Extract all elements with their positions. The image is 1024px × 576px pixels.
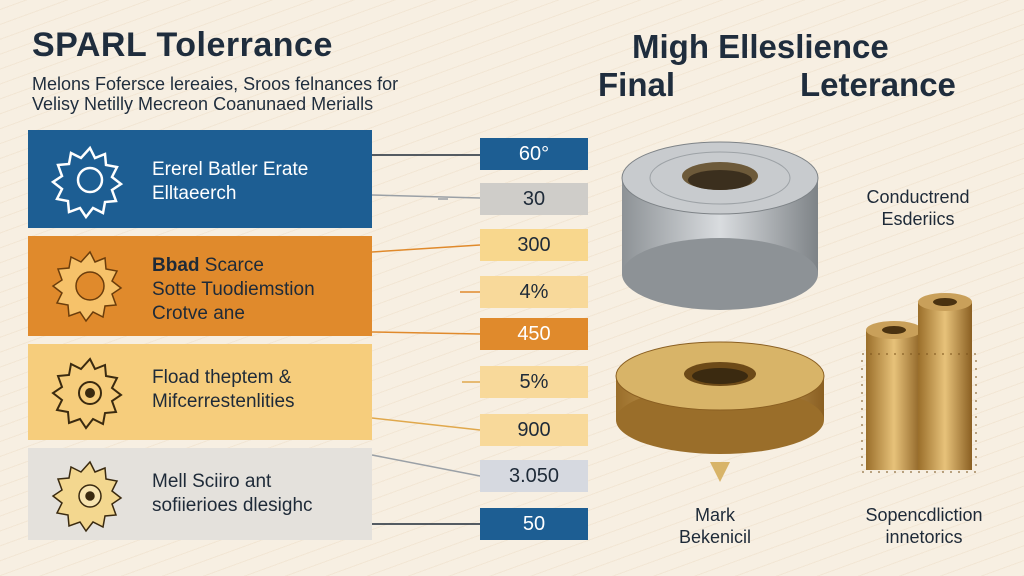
label-super-line-1: Sopencdliction bbox=[865, 505, 983, 525]
right-title-line-1: Migh Elleslience bbox=[632, 28, 889, 65]
label-super-line-2: innetorics bbox=[885, 527, 963, 547]
category-1-line-1: Ererel Batler Erate bbox=[152, 159, 309, 180]
label-conductive-line-2: Esderiics bbox=[881, 209, 955, 229]
connector-7 bbox=[371, 417, 481, 431]
category-3-line-2: Mifcerrestenlities bbox=[152, 391, 295, 412]
right-title-leterance: Leterance bbox=[800, 66, 956, 103]
page-title: SPARL Tolerrance bbox=[32, 26, 333, 64]
gear-icon bbox=[51, 250, 123, 323]
subtitle-line-2: Velisy Netilly Mecreon Coanunaed Meriall… bbox=[32, 94, 374, 114]
label-mark: Mark Bekenicil bbox=[660, 504, 770, 548]
label-super: Sopencdliction innetorics bbox=[834, 504, 1014, 548]
value-box-6: 5% bbox=[480, 366, 588, 398]
label-mark-line-2: Bekenicil bbox=[678, 527, 752, 547]
category-2-bold-prefix: Bbad bbox=[152, 255, 200, 276]
value-box-4: 4% bbox=[480, 276, 588, 308]
connector-3 bbox=[371, 244, 481, 253]
category-2-line-2: Sotte Tuodiemstion bbox=[152, 279, 315, 300]
category-band-4: Mell Sciiro ant sofiierioes dlesighc bbox=[28, 448, 372, 540]
subtitle-line-1: Melons Fofersce lereaies, Sroos felnance… bbox=[32, 74, 399, 94]
category-3-text: Fload theptem & Mifcerrestenlities bbox=[152, 366, 295, 414]
connectors-group bbox=[360, 154, 481, 525]
label-conductive: Conductrend Esderiics bbox=[838, 186, 998, 230]
category-band-2: Bbad Scarce Sotte Tuodiemstion Crotve an… bbox=[28, 236, 372, 336]
gear-icon bbox=[51, 460, 123, 533]
gear-icon bbox=[50, 145, 124, 220]
connector-5 bbox=[371, 331, 481, 335]
value-box-5: 450 bbox=[480, 318, 588, 350]
category-4-text: Mell Sciiro ant sofiierioes dlesighc bbox=[152, 470, 313, 518]
value-box-9: 50 bbox=[480, 508, 588, 540]
category-2-text: Bbad Scarce Sotte Tuodiemstion Crotve an… bbox=[152, 254, 315, 326]
category-3-line-1: Fload theptem & bbox=[152, 367, 292, 388]
category-2-first-rest: Scarce bbox=[199, 255, 264, 276]
category-4-line-1: Mell Sciiro ant bbox=[152, 471, 272, 492]
category-2-line-1: Bbad Scarce bbox=[152, 254, 315, 278]
copper-stacks bbox=[861, 293, 977, 473]
category-1-line-2: Elltaeerch bbox=[152, 183, 237, 204]
brass-washer bbox=[615, 341, 825, 454]
label-conductive-line-1: Conductrend bbox=[866, 187, 970, 207]
components-illustration bbox=[615, 141, 977, 482]
value-box-8: 3.050 bbox=[480, 460, 588, 492]
steel-ring bbox=[621, 141, 819, 310]
pointer-marker bbox=[710, 462, 730, 482]
category-band-3: Fload theptem & Mifcerrestenlities bbox=[28, 344, 372, 440]
value-box-7: 900 bbox=[480, 414, 588, 446]
right-title-final: Final bbox=[598, 66, 676, 103]
value-box-1: 60° bbox=[480, 138, 588, 170]
category-1-text: Ererel Batler Erate Elltaeerch bbox=[152, 158, 308, 206]
gear-icon bbox=[51, 357, 123, 430]
value-box-2: 30 bbox=[480, 183, 588, 215]
category-band-1: Ererel Batler Erate Elltaeerch bbox=[28, 130, 372, 228]
connector-2 bbox=[371, 194, 481, 199]
label-mark-line-1: Mark bbox=[695, 505, 735, 525]
category-4-line-2: sofiierioes dlesighc bbox=[152, 495, 313, 516]
connector-8 bbox=[371, 454, 481, 477]
value-box-3: 300 bbox=[480, 229, 588, 261]
category-2-line-3: Crotve ane bbox=[152, 303, 245, 324]
